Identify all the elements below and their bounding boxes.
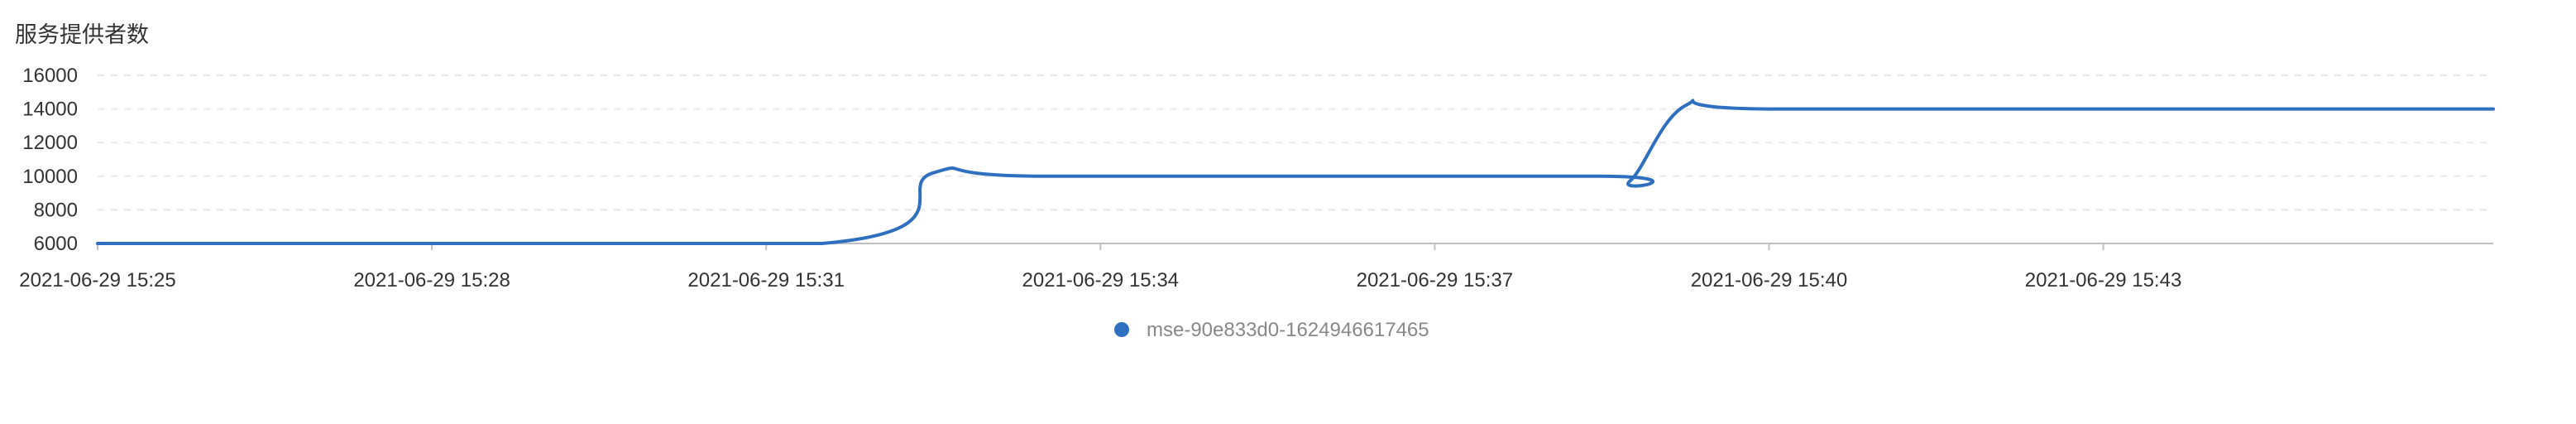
y-axis-ticks: 6000 8000 10000 12000 14000 16000 [22, 65, 78, 255]
y-tick-label: 14000 [22, 99, 78, 121]
series-lines [96, 99, 2495, 246]
chart-title: 服务提供者数 [15, 22, 149, 48]
grid-lines [98, 75, 2493, 211]
y-tick-label: 12000 [22, 132, 78, 154]
y-tick-label: 8000 [34, 199, 78, 221]
y-tick-label: 10000 [22, 166, 78, 188]
legend[interactable]: mse-90e833d0-1624946617465 [1114, 319, 1429, 341]
x-tick-label: 2021-06-29 15:37 [1357, 269, 1514, 292]
x-tick-label: 2021-06-29 15:40 [1691, 269, 1848, 292]
x-axis-ticks: 2021-06-29 15:25 2021-06-29 15:28 2021-06-… [19, 243, 2181, 292]
x-tick-label: 2021-06-29 15:43 [2025, 269, 2182, 292]
legend-label[interactable]: mse-90e833d0-1624946617465 [1147, 319, 1429, 341]
y-tick-label: 6000 [34, 233, 78, 255]
legend-marker[interactable] [1114, 322, 1129, 337]
x-tick-label: 2021-06-29 15:34 [1022, 269, 1180, 292]
x-tick-label: 2021-06-29 15:25 [19, 269, 176, 292]
y-tick-label: 16000 [22, 65, 78, 87]
series-line-0 [96, 99, 2495, 246]
x-tick-label: 2021-06-29 15:31 [687, 269, 845, 292]
x-tick-label: 2021-06-29 15:28 [353, 269, 510, 292]
